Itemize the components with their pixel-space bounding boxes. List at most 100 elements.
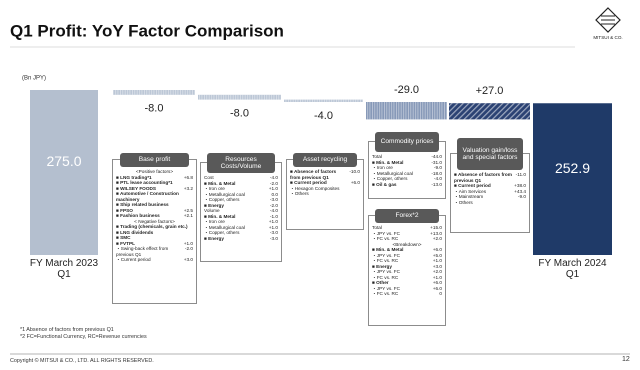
factor-value: +3.2 <box>183 185 193 191</box>
factor-row: ・Iron ore +1.0 <box>204 219 278 225</box>
factor-value: +6.0 <box>432 285 442 291</box>
factor-row: ・Hexagon Composites <box>290 186 360 192</box>
factor-value: -13.0 <box>431 181 442 187</box>
factor-value: -2.0 <box>269 180 278 186</box>
factor-label: Total <box>372 154 382 159</box>
value-label: -8.0 <box>145 103 164 115</box>
factor-label: Total <box>372 225 382 230</box>
bar <box>30 90 98 255</box>
factor-label: ■ Automotive / Construction machinery <box>116 191 179 202</box>
page-title: Q1 Profit: YoY Factor Comparison <box>10 21 284 40</box>
factor-row: ・Others <box>290 191 360 197</box>
factor-row: ■ FPSO +2.5 <box>116 208 193 214</box>
factor-label: ■ FPSO <box>116 207 133 213</box>
factor-value: +6.8 <box>183 174 193 180</box>
page-number: 12 <box>622 356 630 363</box>
factor-row: ■ Energy +3.0 <box>372 264 442 270</box>
factor-box-title: Commodity prices <box>375 132 439 152</box>
factor-value: -4.0 <box>269 208 278 213</box>
bar-texture <box>284 99 363 102</box>
factor-value: +15.0 <box>430 225 442 230</box>
factor-label: ・FC vs. RC <box>372 291 399 296</box>
factor-value: -2.0 <box>269 202 278 208</box>
factor-label: ■ Fashion business <box>116 213 160 218</box>
factor-label: ■ PTL lease accounting*1 <box>116 180 173 185</box>
factor-label: Cost <box>204 175 214 180</box>
factor-row: ■ LNG dividends <box>116 230 193 236</box>
factor-value: -10.0 <box>349 169 360 174</box>
bar <box>533 103 612 255</box>
factor-value: -3.0 <box>269 230 278 235</box>
factor-row: ・Swing-back effect from previous Q1 -2.0 <box>116 246 193 257</box>
factor-value: 0.0 <box>271 191 278 197</box>
factor-value: +2.5 <box>183 207 193 213</box>
factor-row: ■ Absence of factors from previous Q1 -11… <box>454 172 526 183</box>
bar-texture <box>198 94 281 100</box>
factor-row: ・Copper, others -3.0 <box>204 197 278 203</box>
factor-label: ■ Min. & Metal <box>204 180 236 186</box>
x-tick-label: FY March 2023 Q1 <box>29 258 99 280</box>
factor-value: -11.0 <box>515 172 526 177</box>
factor-value: +2.0 <box>432 269 442 274</box>
factor-box: Resources Costs/Volume Cost -4.0 ■ Min. & M… <box>200 153 282 262</box>
factor-row: ・FC vs. RC +1.0 <box>372 275 442 281</box>
factor-row: ・Others <box>454 200 526 206</box>
factor-row: ■ SMC <box>116 235 193 241</box>
factor-label: ・JPY vs. FC <box>372 285 401 291</box>
factor-value: -2.0 <box>184 246 193 251</box>
factor-label: ・Others <box>454 199 473 205</box>
factor-label: ■ Min. & Metal <box>204 213 236 219</box>
factor-row: ■ Min. & Metal -2.0 <box>204 181 278 187</box>
factor-box: Forex*2 Total +15.0 ・JPY vs. FC +13.0 ・FC vs.… <box>368 209 446 326</box>
factor-label: ■ Min. & Metal <box>372 247 404 252</box>
factor-label: ・FC vs. RC <box>372 258 399 263</box>
bar-texture <box>449 103 530 120</box>
factor-value: 0 <box>439 291 442 296</box>
factor-label: ■ Min. & Metal <box>372 159 404 165</box>
factor-row: ・FC vs. RC +2.0 <box>372 236 442 242</box>
factor-value: +1.0 <box>268 186 278 191</box>
factor-value: -4.0 <box>269 175 278 180</box>
copyright: Copyright © MITSUI & CO., LTD. ALL RIGHT… <box>10 358 154 364</box>
factor-row: <Breakdown> <box>372 242 442 248</box>
factor-value: +2.1 <box>183 213 193 218</box>
factor-value: -9.0 <box>517 194 526 199</box>
factor-row: ・Copper, others -4.0 <box>372 176 442 182</box>
factor-label: ・FC vs. RC <box>372 274 399 280</box>
factor-row: ■ Ship related business <box>116 202 193 208</box>
factor-row: ■ Other +6.0 <box>372 280 442 286</box>
factor-box-title: Asset recycling <box>293 153 357 167</box>
factor-value: +1.0 <box>432 258 442 263</box>
factor-label: ■ Current period <box>290 180 327 185</box>
factor-box-title: Forex*2 <box>375 209 439 223</box>
factor-row: ・JPY vs. FC +2.0 <box>372 269 442 275</box>
factor-row: ・Metallurgical coal +1.0 <box>204 225 278 231</box>
factor-row: ■ Energy -3.0 <box>204 236 278 242</box>
factor-label: ・Iron ore <box>204 186 225 191</box>
factor-label: ・JPY vs. FC <box>372 269 401 274</box>
factor-row: ■ Absence of factors from previous Q1 -10… <box>290 169 360 180</box>
factor-row: ■ Trading (chemicals, grain etc.) <box>116 224 193 230</box>
factor-row: ・Iron ore +1.0 <box>204 186 278 192</box>
factor-label: ■ WILSEY FOODS <box>116 185 156 191</box>
factor-value: +6.0 <box>350 180 360 185</box>
factor-label: ・JPY vs. FC <box>372 230 401 236</box>
factor-label: ・Copper, others <box>204 230 240 235</box>
factor-label: ■ Oil & gas <box>372 181 397 187</box>
factor-row: ■ Oil & gas -13.0 <box>372 182 442 188</box>
factor-box-title: Resources Costs/Volume <box>207 153 275 173</box>
footnote: *2 FC=Functional Currency, RC=Revenue cu… <box>20 334 147 340</box>
factor-label: ■ Absence of factors from previous Q1 <box>290 169 337 180</box>
factor-row: ・Metallurgical coal -18.0 <box>372 171 442 177</box>
factor-label: ・Hexagon Composites <box>290 185 340 191</box>
factor-value: +13.0 <box>430 230 442 236</box>
factor-box-title: Valuation gain/loss and special factors <box>457 138 523 170</box>
factor-value: +43.4 <box>514 188 526 194</box>
factor-value: +1.0 <box>268 224 278 230</box>
logo: MITSUI & CO. <box>593 7 623 40</box>
factor-value: -44.0 <box>431 154 442 159</box>
factor-value: +1.0 <box>432 274 442 280</box>
factor-row: ・Copper, others -3.0 <box>204 230 278 236</box>
factor-row: ■ Current period +6.0 <box>290 180 360 186</box>
